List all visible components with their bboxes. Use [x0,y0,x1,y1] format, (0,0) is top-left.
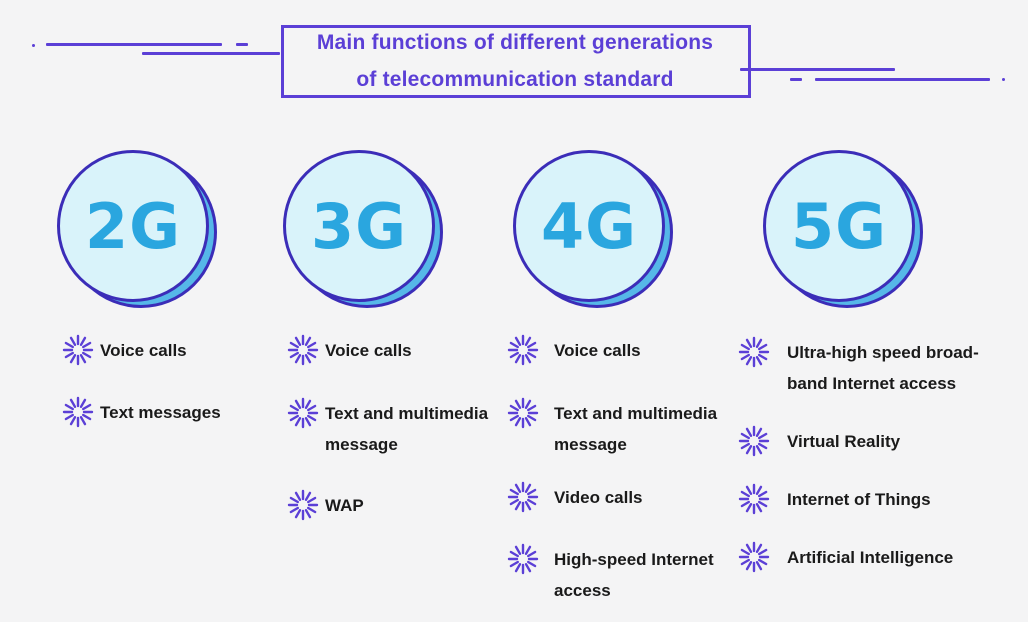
item-text: Ultra-high speed broad- [787,343,979,362]
item-text: message [554,435,627,454]
list-item: Virtual Reality [738,425,901,457]
decor-line-right-1 [740,68,895,71]
item-text: Internet of Things [787,490,931,509]
sparkle-icon [62,396,94,428]
decor-line-left-2 [236,43,248,46]
item-text: band Internet access [787,374,957,393]
gen-circle-4g: 4G [513,150,688,320]
list-item: Voice calls [507,334,641,366]
sparkle-icon [287,334,319,366]
item-text: Virtual Reality [787,432,901,451]
circle-face: 4G [513,150,665,302]
item-text: WAP [325,496,364,515]
list-item: Ultra-high speed broad- band Internet ac… [738,336,979,399]
gen-circle-5g: 5G [763,150,938,320]
gen-circle-3g: 3G [283,150,458,320]
decor-line-left-3 [142,52,280,55]
decor-line-right-3 [815,78,990,81]
item-text: Artificial Intelligence [787,548,954,567]
gen-label: 4G [540,189,638,263]
item-text: message [325,435,398,454]
list-item: Artificial Intelligence [738,541,954,573]
item-text: Text messages [100,403,221,422]
circle-face: 2G [57,150,209,302]
decor-line-left-1 [46,43,222,46]
item-text: Video calls [554,488,643,507]
sparkle-icon [287,489,319,521]
decor-dot-right [1002,78,1005,81]
list-item: High-speed Internet access [507,543,714,606]
sparkle-icon [738,425,770,457]
sparkle-icon [507,543,539,575]
item-text: Voice calls [100,341,187,360]
sparkle-icon [507,397,539,429]
gen-label: 2G [84,189,182,263]
title-frame [281,25,751,98]
sparkle-icon [287,397,319,429]
page-title-line1: Main functions of different generations [316,31,714,54]
item-text: Voice calls [325,341,412,360]
page-title-line2: of telecommunication standard [356,68,674,91]
list-item: Text and multimedia message [507,397,718,460]
list-item: Text messages [62,396,221,428]
list-item: Voice calls [62,334,187,366]
list-item: Internet of Things [738,483,931,515]
item-text: Text and multimedia [325,404,489,423]
sparkle-icon [738,541,770,573]
list-item: Voice calls [287,334,412,366]
gen-label: 5G [790,189,888,263]
sparkle-icon [507,334,539,366]
sparkle-icon [738,483,770,515]
item-text: Text and multimedia [554,404,718,423]
list-item: WAP [287,489,364,521]
item-text: Voice calls [554,341,641,360]
sparkle-icon [62,334,94,366]
decor-dot-left [32,44,35,47]
list-item: Text and multimedia message [287,397,489,460]
item-text: access [554,581,611,600]
circle-face: 3G [283,150,435,302]
decor-line-right-2 [790,78,802,81]
gen-label: 3G [310,189,408,263]
item-text: High-speed Internet [554,550,714,569]
sparkle-icon [738,336,770,368]
circle-face: 5G [763,150,915,302]
gen-circle-2g: 2G [57,150,232,320]
sparkle-icon [507,481,539,513]
list-item: Video calls [507,481,643,513]
